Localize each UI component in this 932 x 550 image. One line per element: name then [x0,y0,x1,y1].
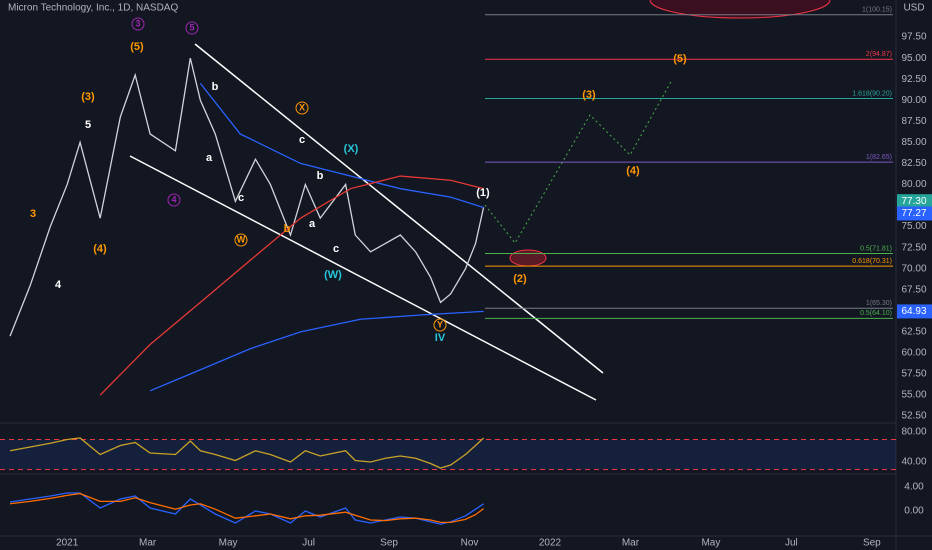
wave-label: c [238,192,244,204]
y-tick-label: 75.00 [901,221,926,232]
wave-circle [167,193,181,207]
rsi-band [0,439,896,470]
price-tag [897,304,932,319]
y-tick-label: 57.50 [901,369,926,380]
y-tick-label: 40.00 [901,457,926,468]
y-tick-label: 55.00 [901,390,926,401]
y-tick-label: 80.00 [901,427,926,438]
y-tick-label: 90.00 [901,95,926,106]
wave-label: (X) [344,143,359,155]
wave-label: c [299,134,305,146]
wave-label: b [212,81,219,93]
series-line [9,492,484,525]
price-tag [897,194,932,209]
y-tick-label: 60.00 [901,348,926,359]
target-zone [649,0,831,19]
wave-circle [433,318,447,332]
chart-title: Micron Technology, Inc., 1D, NASDAQ [8,3,178,14]
channel-line [129,155,597,401]
channel-line [194,43,604,374]
x-tick-label: Mar [622,538,640,549]
x-tick-label: 2022 [539,538,562,549]
series-line [9,57,485,337]
price-tag-label: 77.27 [901,208,926,219]
y-tick-label: 67.50 [901,284,926,295]
y-tick-label: 62.50 [901,327,926,338]
wave-label: (2) [513,273,527,285]
x-tick-label: Jul [302,538,315,549]
fib-label: 1(100.15) [862,7,892,14]
x-tick-label: Nov [461,538,479,549]
projection [484,79,673,244]
series-line [9,492,484,524]
y-tick-label: 82.50 [901,158,926,169]
wave-label: (W) [324,269,342,281]
wave-label: b [284,223,291,235]
wave-label: 5 [189,22,194,32]
wave-label: (4) [93,243,107,255]
y-tick-label: 0.00 [904,506,924,517]
series-line [199,82,484,209]
wave-label: (5) [673,53,687,65]
y-tick-label: 80.00 [901,179,926,190]
y-tick-label: 87.50 [901,116,926,127]
price-tag [897,206,932,221]
wave-label: a [206,152,213,164]
fib-label: 0.5(71.81) [860,245,892,252]
x-tick-label: Jul [785,538,798,549]
fib-label: 1(65.30) [866,300,892,307]
fib-label: 1(82.65) [866,154,892,161]
wave-label: (3) [81,91,95,103]
wave-circle [234,233,248,247]
wave-label: (3) [582,89,596,101]
wave-label: c [333,243,339,255]
wave-label: 4 [171,194,176,204]
x-tick-label: May [219,538,238,549]
x-tick-label: Sep [380,538,398,549]
wave-label: a [309,218,316,230]
wave-label: 5 [85,119,91,131]
fib-label: 0.618(70.31) [852,258,892,265]
wave-label: 3 [135,18,140,28]
y-tick-label: 52.50 [901,411,926,422]
wave-circle [185,21,199,35]
x-tick-label: May [701,538,720,549]
wave-label: X [299,102,305,112]
price-tag-label: 77.30 [901,196,926,207]
wave-label: Y [437,319,443,329]
y-tick-label: 92.50 [901,74,926,85]
wave-label: 3 [30,208,36,220]
price-tag-label: 64.93 [901,306,926,317]
y-tick-label: 70.00 [901,263,926,274]
x-tick-label: 2021 [56,538,79,549]
wave-label: (1) [476,187,490,199]
y-tick-label: 85.00 [901,137,926,148]
series-line [9,437,485,469]
x-tick-label: Sep [863,538,881,549]
fib-label: 0.5(64.10) [860,310,892,317]
wave-label: IV [435,332,446,344]
wave-label: (4) [626,165,640,177]
x-tick-label: Mar [139,538,157,549]
currency: USD [903,3,924,14]
target-zone [509,249,547,267]
fib-label: 1.618(90.20) [852,90,892,97]
wave-label: (5) [130,41,144,53]
y-tick-label: 72.50 [901,242,926,253]
series-line [99,175,484,396]
wave-label: 4 [55,279,62,291]
y-tick-label: 4.00 [904,482,924,493]
y-tick-label: 97.50 [901,32,926,43]
fib-label: 2(94.87) [866,51,892,58]
series-line [149,310,484,392]
wave-label: b [317,170,324,182]
wave-label: W [237,234,246,244]
wave-circle [131,17,145,31]
y-tick-label: 95.00 [901,53,926,64]
wave-circle [295,101,309,115]
